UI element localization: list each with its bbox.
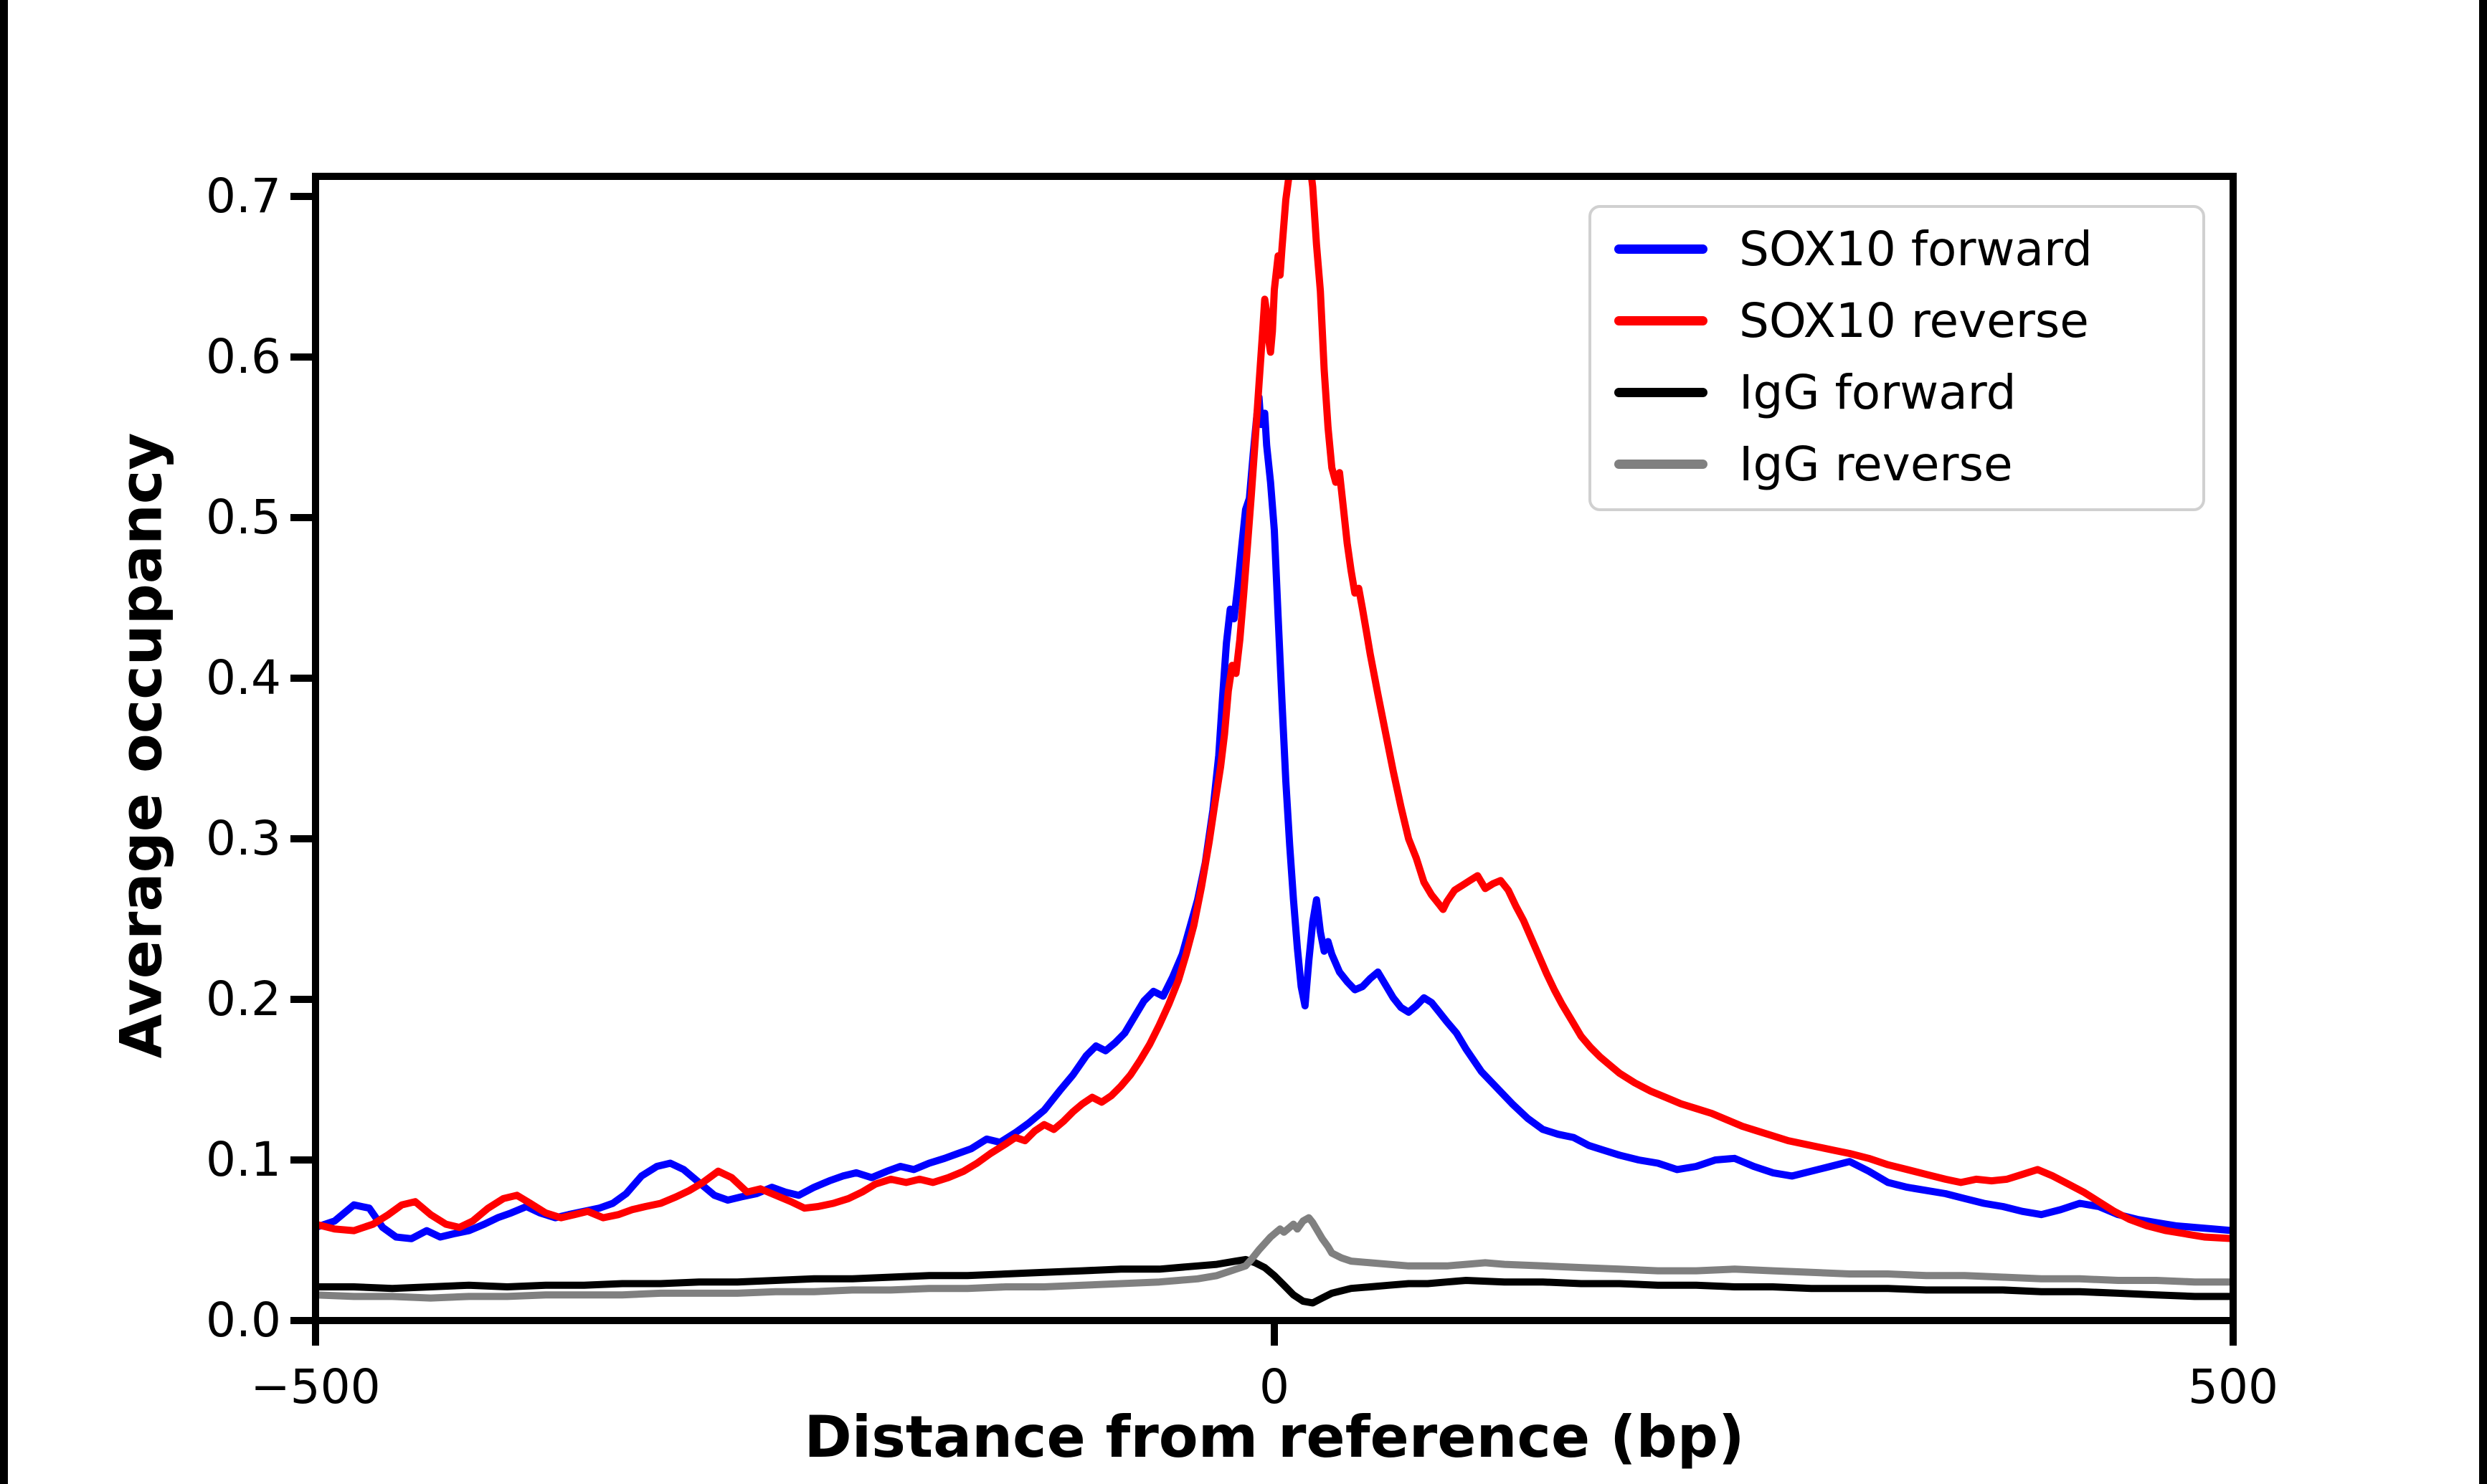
legend-item-label: IgG reverse: [1739, 436, 2013, 492]
legend-item-label: IgG forward: [1739, 364, 2017, 420]
legend-item: IgG reverse: [1614, 432, 2013, 496]
x-tick-label: −500: [250, 1359, 381, 1414]
right-border-bar: [2479, 0, 2487, 1484]
legend-line-sample: [1614, 315, 1707, 325]
legend-line-sample: [1614, 244, 1707, 254]
legend: SOX10 forward SOX10 reverse IgG forward IgG…: [1588, 205, 2205, 511]
series-line-sox10-forward: [316, 394, 2233, 1242]
y-tick-label: 0.0: [206, 1293, 281, 1348]
x-axis-label: Distance from reference (bp): [804, 1404, 1745, 1470]
y-axis-label: Average occupancy: [108, 432, 175, 1059]
legend-item-label: SOX10 reverse: [1739, 292, 2089, 348]
legend-item-label: SOX10 forward: [1739, 221, 2093, 277]
left-border-bar: [0, 0, 8, 1484]
y-tick-label: 0.7: [206, 168, 281, 224]
axes-spines: [312, 173, 2237, 1324]
y-tick-label: 0.3: [206, 811, 281, 866]
y-tick-label: 0.5: [206, 490, 281, 545]
y-tick-label: 0.2: [206, 971, 281, 1027]
y-tick-label: 0.4: [206, 650, 281, 705]
series-line-sox10-reverse: [316, 176, 2233, 1242]
x-tick-label: 0: [1259, 1359, 1289, 1414]
legend-line-sample: [1614, 459, 1707, 469]
legend-line-sample: [1614, 387, 1707, 397]
series-line-igg-forward: [316, 1255, 2233, 1307]
legend-item: SOX10 forward: [1614, 217, 2093, 281]
x-tick-label: 500: [2188, 1359, 2278, 1414]
y-tick-label: 0.1: [206, 1132, 281, 1187]
series-line-igg-reverse: [316, 1214, 2233, 1302]
legend-item: SOX10 reverse: [1614, 288, 2089, 353]
y-tick-label: 0.6: [206, 329, 281, 384]
legend-item: IgG forward: [1614, 360, 2017, 424]
